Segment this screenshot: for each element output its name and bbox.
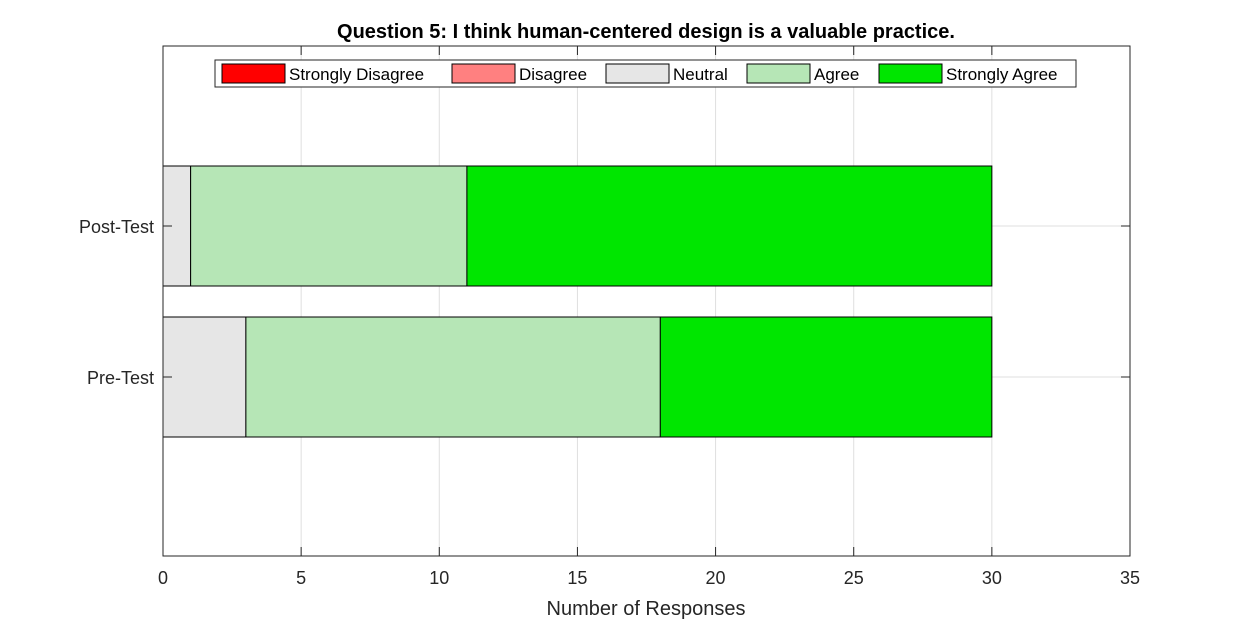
bar-segment-pre-test-neutral [162, 316, 247, 438]
chart-title: Question 5: I think human-centered desig… [337, 21, 955, 43]
x-axis-label: Number of Responses [547, 598, 746, 620]
y-tick-label: Pre-Test [87, 368, 154, 388]
legend: Strongly Disagree Disagree Neutral Agree Str… [214, 59, 1077, 88]
x-tick-label: 15 [567, 568, 587, 588]
legend-swatch [605, 63, 670, 84]
y-tick-label: Post-Test [79, 217, 154, 237]
legend-label: Strongly Agree [946, 65, 1058, 84]
x-tick-label: 30 [982, 568, 1002, 588]
plot-area [163, 46, 1130, 556]
axis-ticks: 0 5 10 15 20 25 30 35 Pre-Test Post-Test [79, 46, 1140, 588]
x-tick-label: 25 [844, 568, 864, 588]
x-tick-label: 0 [158, 568, 168, 588]
x-tick-label: 35 [1120, 568, 1140, 588]
legend-label: Agree [814, 65, 859, 84]
legend-swatch [451, 63, 516, 84]
bar-segment-post-test-strongly-agree [466, 165, 993, 287]
bar-segment-pre-test-strongly-agree [659, 316, 993, 438]
legend-label: Disagree [519, 65, 587, 84]
bar-segment-post-test-agree [190, 165, 468, 287]
bar-segment-pre-test-agree [245, 316, 661, 438]
legend-label: Strongly Disagree [289, 65, 424, 84]
legend-swatch [878, 63, 943, 84]
bars [162, 165, 993, 438]
x-tick-label: 10 [429, 568, 449, 588]
plot-frame [162, 45, 1131, 557]
legend-swatch [221, 63, 286, 84]
x-tick-label: 20 [706, 568, 726, 588]
legend-swatch [746, 63, 811, 84]
legend-label: Neutral [673, 65, 728, 84]
x-tick-label: 5 [296, 568, 306, 588]
